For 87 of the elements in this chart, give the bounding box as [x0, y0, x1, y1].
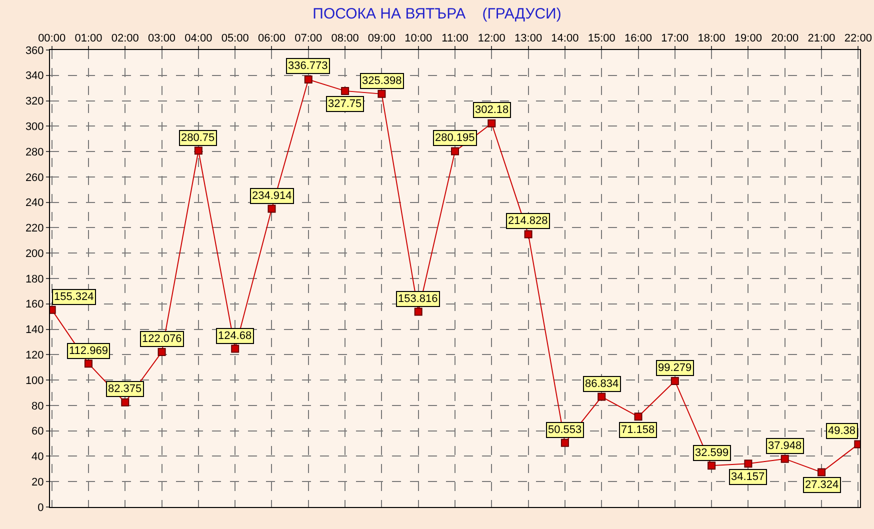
x-tick-label: 04:00 — [184, 32, 212, 45]
y-tick-label: 180 — [25, 273, 44, 286]
x-tick-label: 06:00 — [258, 32, 286, 45]
data-label: 122.076 — [142, 333, 182, 345]
y-tick-label: 160 — [25, 298, 44, 311]
data-label: 50.553 — [548, 424, 582, 436]
point — [670, 376, 679, 385]
point — [268, 204, 276, 213]
point — [634, 412, 642, 421]
data-label: 325.398 — [362, 75, 402, 87]
point — [488, 119, 496, 128]
point — [451, 147, 459, 156]
point — [524, 230, 532, 238]
point — [744, 460, 752, 468]
y-tick-label: 80 — [32, 400, 44, 412]
data-label: 71.158 — [621, 424, 655, 436]
y-tick-label: 0 — [38, 502, 44, 514]
y-tick-label: 260 — [25, 172, 44, 184]
point — [194, 146, 202, 155]
x-tick-label: 22:00 — [844, 32, 872, 45]
data-label: 99.279 — [658, 362, 692, 374]
x-tick-label: 17:00 — [661, 32, 689, 45]
x-tick-label: 13:00 — [514, 32, 542, 45]
point — [84, 360, 92, 368]
data-label: 86.834 — [585, 378, 619, 390]
point — [378, 90, 386, 98]
y-tick-label: 20 — [32, 476, 44, 488]
y-tick-label: 200 — [25, 248, 44, 260]
x-tick-label: 20:00 — [771, 32, 799, 45]
data-label: 153.816 — [398, 293, 438, 305]
point — [598, 392, 606, 401]
data-label: 280.75 — [181, 132, 215, 144]
x-tick-label: 08:00 — [331, 32, 359, 45]
y-tick-label: 60 — [32, 426, 44, 438]
x-tick-label: 15:00 — [588, 32, 616, 45]
data-label: 37.948 — [768, 440, 802, 452]
data-label: 280.195 — [435, 132, 475, 144]
point — [708, 462, 716, 470]
x-tick-label: 09:00 — [368, 32, 396, 45]
x-tick-label: 01:00 — [74, 32, 102, 45]
x-tick-label: 11:00 — [442, 32, 468, 45]
data-label: 214.828 — [508, 215, 548, 227]
point — [304, 75, 312, 84]
data-label: 32.599 — [695, 447, 729, 459]
data-label: 34.157 — [731, 471, 765, 483]
x-tick-label: 10:00 — [404, 32, 432, 45]
y-tick-label: 300 — [25, 121, 44, 134]
chart-title: ПОСОКА НА ВЯТЪРА (ГРАДУСИ) — [312, 5, 562, 22]
data-label: 234.914 — [252, 190, 292, 202]
x-tick-label: 07:00 — [294, 32, 322, 45]
x-tick-label: 21:00 — [808, 32, 836, 45]
point — [818, 468, 826, 476]
point — [158, 348, 166, 356]
point — [231, 344, 240, 353]
data-label: 82.375 — [108, 383, 142, 395]
y-tick-label: 140 — [25, 324, 44, 336]
data-label: 155.324 — [54, 291, 94, 303]
y-tick-label: 100 — [25, 374, 44, 387]
y-tick-label: 40 — [32, 451, 44, 464]
point — [780, 454, 789, 463]
y-tick-label: 340 — [25, 70, 44, 82]
x-tick-label: 02:00 — [111, 32, 139, 45]
point — [121, 398, 130, 406]
data-label: 112.969 — [69, 345, 108, 357]
y-tick-label: 240 — [25, 197, 44, 210]
point — [560, 438, 569, 447]
x-tick-label: 05:00 — [221, 32, 249, 45]
y-tick-label: 320 — [25, 96, 44, 108]
x-tick-label: 00:00 — [38, 32, 66, 45]
x-tick-label: 18:00 — [698, 32, 726, 45]
x-tick-label: 03:00 — [148, 32, 176, 45]
y-tick-label: 360 — [25, 44, 44, 57]
x-tick-label: 19:00 — [734, 32, 762, 45]
data-label: 27.324 — [805, 479, 839, 491]
data-label: 124.68 — [218, 330, 252, 342]
point — [414, 308, 422, 316]
data-label: 327.75 — [328, 98, 362, 110]
x-tick-label: 12:00 — [478, 32, 506, 45]
data-label: 302.18 — [475, 104, 509, 116]
x-tick-label: 14:00 — [551, 32, 579, 45]
data-label: 49.38 — [828, 425, 856, 437]
y-tick-label: 280 — [25, 146, 44, 158]
data-label: 336.773 — [288, 60, 328, 72]
x-tick-label: 16:00 — [624, 32, 652, 45]
y-tick-label: 220 — [25, 222, 44, 235]
point — [341, 86, 350, 95]
y-tick-label: 120 — [25, 350, 44, 362]
